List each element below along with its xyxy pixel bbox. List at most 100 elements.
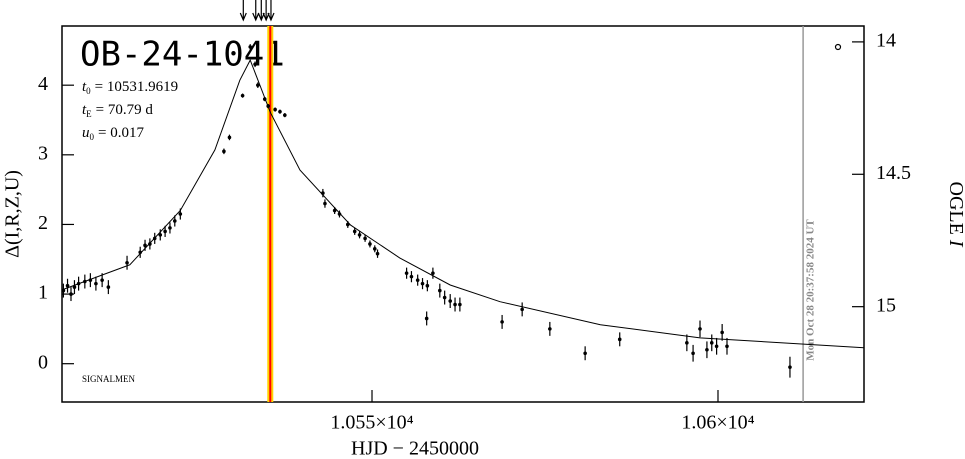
data-point [222,149,226,154]
data-point [178,212,183,216]
arrow [252,0,260,22]
data-point [321,191,325,195]
data-point [375,251,380,256]
data-point [323,201,327,206]
model-curve [61,58,865,349]
data-point [266,104,271,108]
data-point [420,281,425,286]
chart-title: OB-24-1041 [80,35,285,75]
data-point [409,274,414,279]
data-point [685,341,689,345]
param: u0 = 0.017 [82,125,144,142]
data-point [278,109,282,114]
y-tick-label: 4 [38,73,48,95]
data-point [705,347,709,352]
data-point [65,283,70,288]
data-point [106,285,111,289]
data-point [698,327,702,331]
data-point [248,45,253,49]
data-point [168,226,172,230]
y-tick-label: 3 [38,142,48,164]
data-point [363,236,367,241]
data-point [453,302,457,307]
data-point [583,351,587,356]
param-symbol: t [82,102,87,118]
param-sub: 0 [86,86,91,96]
data-point [372,247,377,251]
data-point [617,337,622,342]
y-tick-label: 0 [38,351,48,373]
y2-label-italic: I [945,239,965,248]
arrow [262,0,270,22]
data-point [425,283,430,288]
y-axis-label: Δ(I,R,Z,U) [2,170,24,258]
data-point [152,236,157,241]
data-point [404,271,409,275]
timestamp: Mon Oct 28 20:37:58 2024 UT [805,219,817,361]
param: t0 = 10531.9619 [82,79,178,96]
data-point [83,279,87,284]
data-point [357,233,362,237]
y2-tick-label: 15 [876,294,896,316]
data-point [548,327,552,331]
footnote: SIGNALMEN [82,374,135,384]
y2-tick-label: 14 [876,29,896,51]
data-point [163,229,167,234]
data-point [148,242,152,246]
y2-label-text: OGLE [945,182,965,240]
data-point [691,351,695,356]
plot-frame [61,25,865,403]
data-point [725,344,729,349]
data-point [253,62,257,67]
data-point [438,288,442,293]
data-point [256,83,260,87]
param-sub: E [86,109,92,119]
data-point [283,113,287,117]
data-point [431,271,435,275]
x-tick-label: 1.06×10⁴ [681,412,754,434]
data-point [332,208,337,213]
data-point [138,250,142,255]
data-point [88,278,93,282]
data-point [500,320,504,324]
data-point [788,365,792,369]
data-point [227,135,232,140]
data-point [352,229,357,234]
data-point [448,299,452,303]
data-point [368,242,372,246]
data-point [94,281,98,286]
x-axis-label: HJD − 2450000 [351,438,479,459]
data-point [72,285,77,289]
data-point [415,278,420,282]
data-point [273,107,277,112]
data-point [100,278,104,282]
arrow [239,0,247,22]
param-text: = 70.79 d [96,102,154,118]
data-point [125,260,129,265]
data-point [345,222,350,227]
y-tick-label: 2 [38,212,48,234]
param-symbol: u [82,125,90,141]
data-point [424,316,429,321]
data-point [158,233,163,237]
param-sub: 0 [90,132,95,142]
data-point [76,281,81,286]
data-point [240,93,245,98]
arrow [257,0,265,22]
data-point [143,243,147,248]
data-point [262,97,267,101]
data-point [69,292,73,296]
data-point [709,341,714,345]
data-point [61,288,66,293]
data-point [458,302,462,307]
dataset-symbol [834,43,842,51]
param-text: = 10531.9619 [95,79,178,95]
data-point [520,307,524,312]
data-point [172,219,177,223]
param: tE = 70.79 d [82,102,153,119]
y-tick-label: 1 [38,282,48,304]
y2-tick-label: 14.5 [876,162,911,184]
y2-axis-label: OGLE I [945,182,965,248]
